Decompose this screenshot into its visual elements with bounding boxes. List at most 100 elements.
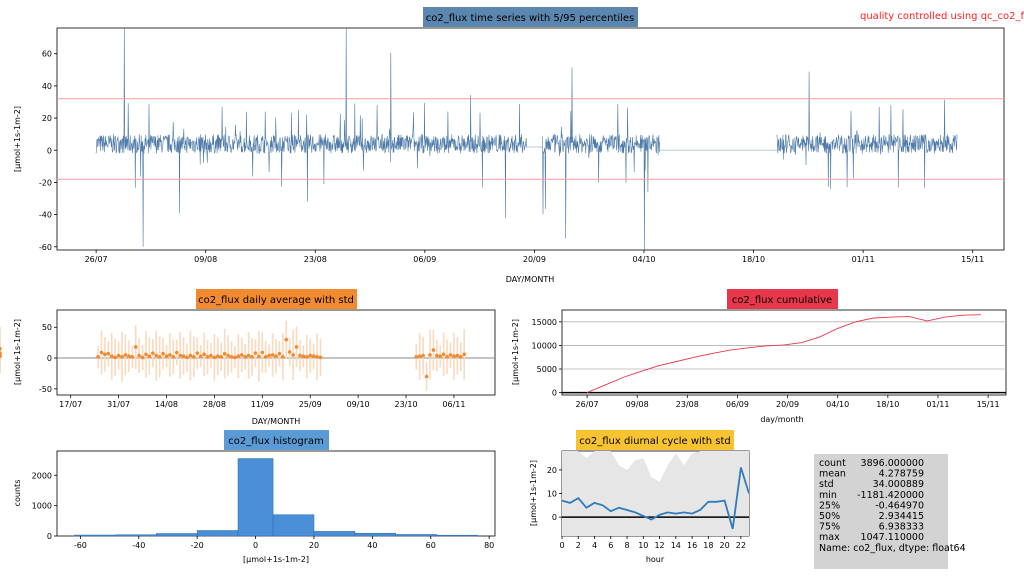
timeseries-panel: -60 -40 -20 0 20 40 60 26/07 09/08 23/08 06/09 20/… [13, 7, 1005, 284]
daily-point [438, 354, 443, 358]
diurnal-x-tick-label: 6 [608, 541, 613, 550]
histogram-x-tick-label: 0 [253, 541, 258, 550]
histogram-y-tick-label: 2000 [32, 471, 52, 480]
daily-point [106, 351, 111, 356]
stats-value: 4.278759 [879, 469, 924, 480]
daily-x-tick-label: 23/10 [395, 400, 418, 409]
daily-point [140, 355, 145, 360]
cumulative-x-tick-label: 15/11 [977, 400, 1000, 409]
daily-point [0, 354, 2, 358]
daily-point [195, 351, 200, 355]
stats-box: count 3896.000000 mean 4.278759 std 34.000889… [814, 454, 966, 569]
daily-point [154, 353, 159, 358]
daily-point [441, 352, 446, 357]
daily-point [123, 353, 128, 357]
stats-value: 1047.110000 [861, 532, 924, 543]
daily-point [287, 350, 292, 354]
daily-point [171, 355, 176, 359]
diurnal-x-tick-label: 22 [736, 541, 746, 550]
daily-point [144, 352, 148, 357]
timeseries-y-tick-label: -60 [39, 243, 52, 252]
cumulative-line [586, 314, 981, 394]
histogram-bar [395, 534, 437, 537]
daily-x-tick-label: 28/08 [203, 400, 226, 409]
cumulative-x-tick-label: 18/10 [876, 400, 899, 409]
daily-point [445, 355, 449, 359]
diurnal-x-tick-label: 10 [638, 541, 648, 550]
cumulative-x-tick-label: 06/09 [726, 400, 749, 409]
daily-point [127, 354, 131, 358]
daily-point [0, 347, 2, 351]
daily-point [308, 353, 313, 358]
daily-point [161, 351, 165, 356]
daily-point [243, 355, 248, 359]
timeseries-y-tick-label: 20 [42, 114, 52, 123]
stats-value: -1181.420000 [857, 490, 924, 501]
daily-point [318, 355, 323, 360]
daily-title: co2_flux daily average with std [198, 295, 354, 306]
cumulative-x-tick-label: 23/08 [676, 400, 699, 409]
diurnal-series [561, 467, 750, 530]
daily-point [174, 350, 179, 355]
histogram-title: co2_flux histogram [228, 436, 323, 447]
stats-key: max [819, 532, 840, 543]
histogram-y-ticks: 0 1000 2000 [32, 471, 57, 541]
histogram-x-tick-label: -20 [191, 541, 204, 550]
diurnal-x-tick-label: 20 [720, 541, 730, 550]
diurnal-x-tick-label: 8 [624, 541, 629, 550]
histogram-bar [313, 531, 356, 537]
daily-point [113, 355, 117, 360]
diurnal-y-ticks: 0 10 20 [547, 466, 562, 522]
histogram-x-ticks: -60 -40 -20 0 20 40 60 80 [74, 536, 494, 550]
diurnal-x-tick-label: 2 [576, 541, 581, 550]
daily-point [168, 353, 172, 357]
daily-point [284, 337, 289, 342]
cumulative-y-tick-label: 15000 [532, 318, 557, 327]
timeseries-y-tick-label: 40 [42, 82, 52, 91]
daily-point [301, 354, 306, 358]
diurnal-x-tick-label: 14 [671, 541, 681, 550]
histogram-bar [354, 532, 397, 537]
daily-point [96, 355, 100, 359]
daily-point [274, 354, 278, 358]
cumulative-title: co2_flux cumulative [732, 295, 832, 306]
diurnal-title: co2_flux diurnal cycle with std [579, 436, 730, 447]
timeseries-x-tick-label: 06/09 [413, 255, 436, 264]
daily-point [157, 355, 162, 359]
timeseries-y-tick-label: -40 [39, 211, 52, 220]
timeseries-y-tick-label: 60 [42, 50, 52, 59]
daily-point [294, 345, 299, 349]
stats-value: 2.934415 [879, 511, 924, 522]
daily-y-tick-label: 0 [47, 354, 52, 363]
daily-point [99, 350, 104, 355]
daily-point [431, 348, 436, 352]
daily-point [233, 355, 237, 360]
daily-point [109, 354, 114, 358]
cumulative-x-tick-label: 09/08 [626, 400, 649, 409]
daily-point [216, 354, 220, 358]
stats-key: 50% [819, 511, 840, 522]
daily-point [311, 354, 316, 358]
daily-point [257, 354, 261, 358]
daily-point [164, 354, 169, 358]
stats-rows: count 3896.000000 mean 4.278759 std 34.000889… [819, 458, 924, 543]
histogram-x-tick-label: 20 [309, 541, 319, 550]
cumulative-panel: 0 5000 10000 15000 26/07 09/08 23/08 06/09 20/0… [511, 289, 1007, 424]
daily-x-tick-label: 09/10 [347, 400, 370, 409]
daily-point [455, 353, 460, 358]
timeseries-x-tick-label: 20/09 [523, 255, 546, 264]
cumulative-xlabel: day/month [760, 415, 803, 424]
cumulative-x-ticks: 26/07 09/08 23/08 06/09 20/09 04/10 18/10 01/11… [576, 395, 1000, 409]
daily-panel: -50 0 50 17/07 31/07 14/08 28/08 11/09 25/09 09/… [0, 289, 496, 426]
daily-xlabel: DAY/MONTH [252, 417, 301, 426]
daily-point [414, 355, 419, 359]
diurnal-line [561, 467, 750, 530]
histogram-title-box [224, 430, 329, 450]
diurnal-panel: 0 10 20 0 2 4 6 8 10 12 14 16 18 20 22 co2_flux diurn… [529, 430, 750, 564]
daily-point [178, 353, 182, 358]
timeseries-x-tick-label: 26/07 [85, 255, 108, 264]
diurnal-std-band [562, 451, 749, 536]
histogram-xlabel: [µmol+1s-1m-2] [243, 555, 309, 564]
daily-point [448, 353, 453, 357]
stats-key: count [819, 458, 846, 469]
